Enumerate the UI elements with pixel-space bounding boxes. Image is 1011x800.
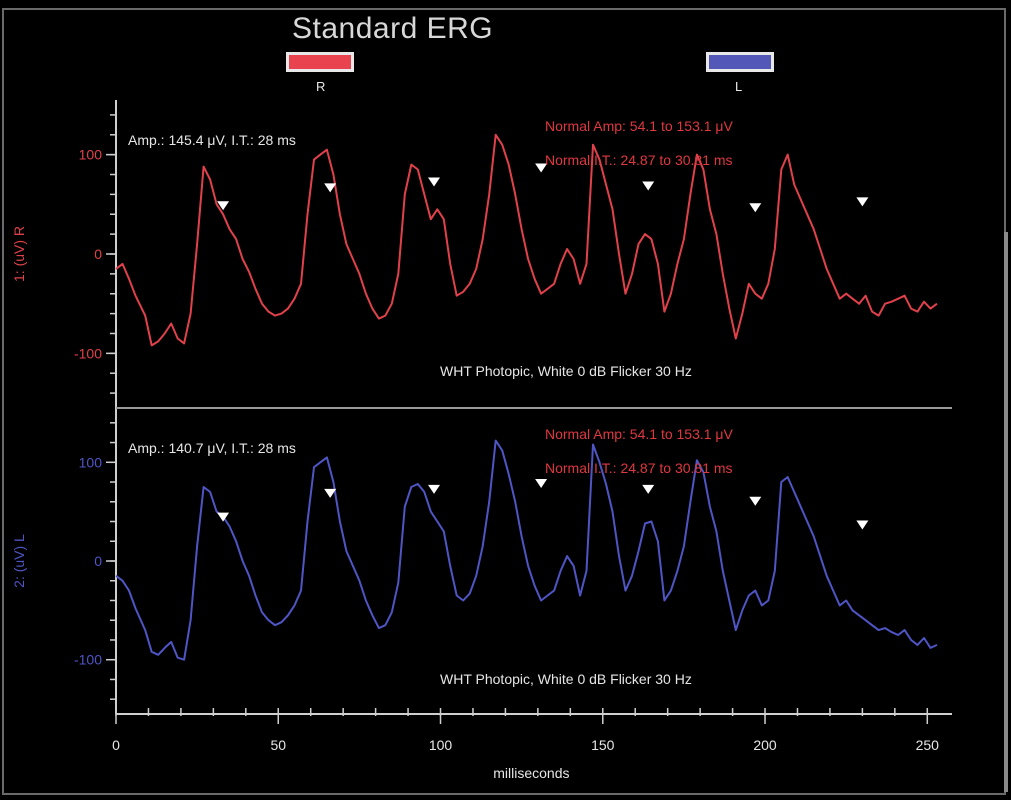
x-tick-label: 50 bbox=[270, 737, 286, 753]
x-tick-label: 100 bbox=[429, 737, 453, 753]
y-tick-label: 0 bbox=[94, 553, 102, 569]
peak-marker bbox=[324, 183, 337, 193]
y-tick-label: -100 bbox=[74, 652, 102, 668]
x-tick-label: 150 bbox=[591, 737, 615, 753]
normal-it-1: Normal I.T.: 24.87 to 30.81 ms bbox=[545, 152, 733, 168]
peak-marker bbox=[428, 484, 441, 494]
peak-marker bbox=[535, 163, 548, 173]
x-tick-label: 200 bbox=[753, 737, 777, 753]
protocol-label-1: WHT Photopic, White 0 dB Flicker 30 Hz bbox=[440, 363, 692, 379]
peak-marker bbox=[749, 203, 762, 213]
chart-title: Standard ERG bbox=[292, 12, 494, 45]
normal-it-2: Normal I.T.: 24.87 to 30.81 ms bbox=[545, 460, 733, 476]
x-tick-label: 0 bbox=[112, 737, 120, 753]
peak-marker bbox=[217, 201, 230, 211]
x-tick-label: 250 bbox=[916, 737, 940, 753]
peak-marker bbox=[856, 197, 869, 207]
y-tick-label: 100 bbox=[79, 454, 103, 470]
peak-marker bbox=[856, 520, 869, 530]
y-tick-label: -100 bbox=[74, 345, 102, 361]
y-axis-title-2: 2: (uV) L bbox=[11, 534, 27, 588]
y-tick-label: 100 bbox=[79, 147, 103, 163]
trace-l bbox=[115, 439, 938, 661]
peak-marker bbox=[535, 479, 548, 489]
legend-swatch-l bbox=[706, 52, 774, 72]
legend-label-l: L bbox=[735, 79, 743, 94]
peak-marker bbox=[428, 177, 441, 187]
y-tick-label: 0 bbox=[94, 246, 102, 262]
peak-marker bbox=[324, 488, 337, 498]
legend-label-r: R bbox=[316, 79, 326, 94]
protocol-label-2: WHT Photopic, White 0 dB Flicker 30 Hz bbox=[440, 671, 692, 687]
normal-amp-1: Normal Amp: 54.1 to 153.1 μV bbox=[545, 118, 733, 134]
peak-marker bbox=[642, 181, 655, 191]
trace-r bbox=[115, 133, 938, 347]
amp-readout-1: Amp.: 145.4 μV, I.T.: 28 ms bbox=[128, 132, 296, 148]
x-axis-title: milliseconds bbox=[493, 765, 569, 781]
y-axis-title-1: 1: (uV) R bbox=[11, 226, 27, 282]
peak-marker bbox=[217, 512, 230, 522]
normal-amp-2: Normal Amp: 54.1 to 153.1 μV bbox=[545, 426, 733, 442]
window-edge-bar bbox=[1004, 232, 1008, 792]
peak-marker bbox=[749, 496, 762, 506]
legend-swatch-r bbox=[286, 52, 354, 72]
peak-marker bbox=[642, 484, 655, 494]
amp-readout-2: Amp.: 140.7 μV, I.T.: 28 ms bbox=[128, 440, 296, 456]
